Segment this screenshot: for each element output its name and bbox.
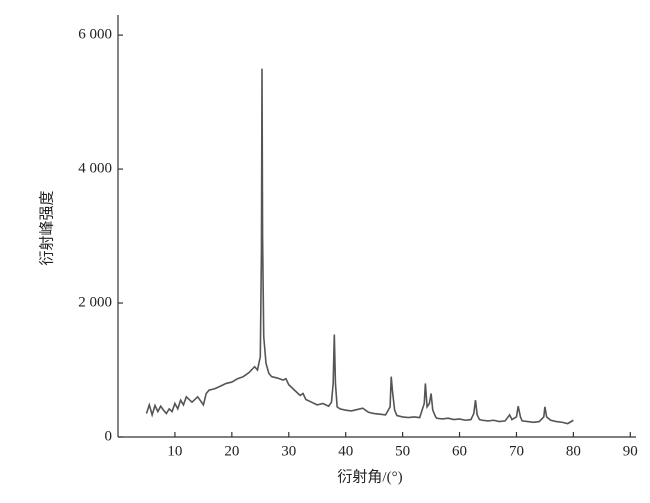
x-tick-label: 20 [224, 443, 239, 459]
x-tick-label: 40 [338, 443, 353, 459]
x-tick-label: 50 [395, 443, 410, 459]
x-tick-label: 10 [167, 443, 182, 459]
x-axis-label: 衍射角/(°) [337, 468, 402, 485]
y-axis-label: 衍射峰强度 [38, 190, 55, 265]
x-tick-label: 70 [509, 443, 524, 459]
y-tick-label: 6 000 [78, 27, 112, 43]
data-line [145, 68, 574, 425]
y-tick-label: 4 000 [78, 161, 112, 177]
x-tick-label: 90 [623, 443, 638, 459]
y-tick-label: 2 000 [78, 294, 112, 310]
x-tick-label: 80 [566, 443, 581, 459]
x-tick-label: 30 [281, 443, 296, 459]
x-tick-label: 60 [452, 443, 467, 459]
y-tick-label: 0 [105, 428, 113, 444]
